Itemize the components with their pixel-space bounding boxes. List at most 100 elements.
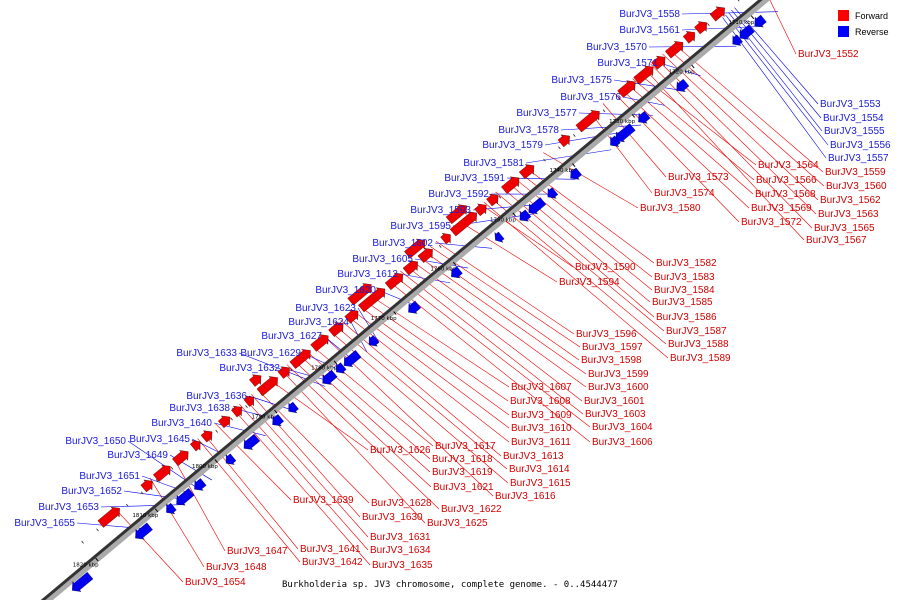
gene-label: BurJV3_1577 xyxy=(516,108,577,119)
gene-label: BurJV3_1560 xyxy=(826,181,887,192)
gene-label: BurJV3_1556 xyxy=(830,140,891,151)
forward-gene-arrow xyxy=(384,272,403,291)
reverse-gene-arrow xyxy=(754,14,767,28)
gene-label: BurJV3_1655 xyxy=(14,518,75,529)
gene-label: BurJV3_1583 xyxy=(654,272,715,283)
forward-gene-arrow xyxy=(243,395,254,407)
gene-label: BurJV3_1564 xyxy=(758,160,819,171)
legend: Forward Reverse xyxy=(838,10,889,37)
gene-label: BurJV3_1622 xyxy=(441,504,502,515)
reverse-gene-arrow xyxy=(547,187,559,199)
gene-label: BurJV3_1609 xyxy=(511,410,572,421)
forward-gene-arrow xyxy=(440,232,451,245)
gene-label: BurJV3_1640 xyxy=(151,418,212,429)
forward-gene-arrow xyxy=(217,415,231,429)
reverse-gene-arrow xyxy=(408,300,422,314)
gene-label: BurJV3_1623 xyxy=(295,303,356,314)
gene-label: BurJV3_1576 xyxy=(560,92,621,103)
leader-line xyxy=(648,45,737,48)
minor-tick xyxy=(96,528,99,532)
reverse-gene-arrow xyxy=(243,433,261,450)
gene-label: BurJV3_1645 xyxy=(129,434,190,445)
reverse-gene-arrow xyxy=(166,502,177,515)
leader-line xyxy=(418,255,587,375)
leader-line xyxy=(203,433,299,550)
reverse-gene-arrow xyxy=(451,266,463,279)
gene-label: BurJV3_1619 xyxy=(432,467,493,478)
gene-label: BurJV3_1585 xyxy=(652,297,713,308)
reverse-gene-arrow xyxy=(676,78,690,92)
tick-label: 1770 kbp xyxy=(371,316,397,322)
leader-line xyxy=(239,403,369,551)
gene-label: BurJV3_1571 xyxy=(597,58,658,69)
minor-tick xyxy=(170,466,174,470)
leader-line xyxy=(245,398,369,538)
tick-mark xyxy=(631,113,636,118)
gene-label: BurJV3_1641 xyxy=(300,544,361,555)
leader-line xyxy=(483,201,669,359)
forward-gene-arrow xyxy=(249,374,262,387)
gene-label: BurJV3_1606 xyxy=(592,437,653,448)
minor-tick xyxy=(215,429,218,433)
forward-gene-arrow xyxy=(404,238,426,259)
gene-label: BurJV3_1600 xyxy=(588,382,649,393)
tick-label: 1730 kbp xyxy=(609,119,635,125)
gene-label: BurJV3_1650 xyxy=(65,436,126,447)
reverse-gene-arrow xyxy=(519,209,532,222)
reverse-gene-arrow xyxy=(615,123,636,143)
leader-line xyxy=(280,369,426,524)
gene-label: BurJV3_1616 xyxy=(495,491,556,502)
gene-label: BurJV3_1632 xyxy=(219,363,280,374)
gene-label: BurJV3_1614 xyxy=(509,464,570,475)
reverse-gene-arrow xyxy=(528,197,547,215)
tick-mark xyxy=(452,261,457,266)
gene-label: BurJV3_1596 xyxy=(576,329,637,340)
leader-line xyxy=(334,324,508,470)
gene-label: BurJV3_1601 xyxy=(584,396,645,407)
gene-label: BurJV3_1647 xyxy=(227,546,288,557)
tick-mark xyxy=(154,508,159,513)
tick-label: 1810 kbp xyxy=(132,513,158,519)
gene-label: BurJV3_1639 xyxy=(293,495,354,506)
leader-line xyxy=(734,7,819,105)
gene-label: BurJV3_1612 xyxy=(337,269,398,280)
minor-tick xyxy=(230,417,233,421)
minor-tick xyxy=(558,146,561,150)
minor-tick xyxy=(737,0,740,2)
gene-label: BurJV3_1654 xyxy=(185,577,246,588)
leader-line xyxy=(590,113,653,194)
tick-mark xyxy=(691,64,695,69)
forward-gene-arrow xyxy=(445,204,467,225)
leader-line xyxy=(731,9,822,119)
gene-label: BurJV3_1602 xyxy=(372,238,433,249)
leader-line xyxy=(340,320,502,457)
gene-label: BurJV3_1589 xyxy=(670,353,731,364)
gene-label: BurJV3_1568 xyxy=(755,189,816,200)
gene-label: BurJV3_1587 xyxy=(666,326,727,337)
leader-line xyxy=(434,242,493,249)
leader-line xyxy=(644,68,805,241)
reverse-gene-arrow xyxy=(288,401,299,414)
leader-line xyxy=(215,423,292,501)
gene-label: BurJV3_1570 xyxy=(586,42,647,53)
minor-tick xyxy=(200,442,204,446)
tick-label: 1750 kbp xyxy=(490,217,516,223)
leader-line xyxy=(400,270,584,415)
leader-line xyxy=(352,310,510,429)
leader-line xyxy=(501,186,655,318)
reverse-gene-arrow xyxy=(194,478,207,491)
forward-gene-arrow xyxy=(501,176,520,194)
forward-gene-arrow xyxy=(97,506,120,528)
leader-line xyxy=(769,0,797,55)
forward-gene-arrow xyxy=(358,287,386,313)
gene-label: BurJV3_1599 xyxy=(588,369,649,380)
leader-line xyxy=(613,79,683,91)
tick-label: 1780 kbp xyxy=(311,365,337,371)
gene-label: BurJV3_1636 xyxy=(186,391,247,402)
gene-label: BurJV3_1621 xyxy=(433,482,494,493)
legend-label-reverse: Reverse xyxy=(855,27,889,37)
backbone-shadow xyxy=(42,0,771,600)
gene-label: BurJV3_1630 xyxy=(362,512,423,523)
tick-mark xyxy=(333,360,338,365)
